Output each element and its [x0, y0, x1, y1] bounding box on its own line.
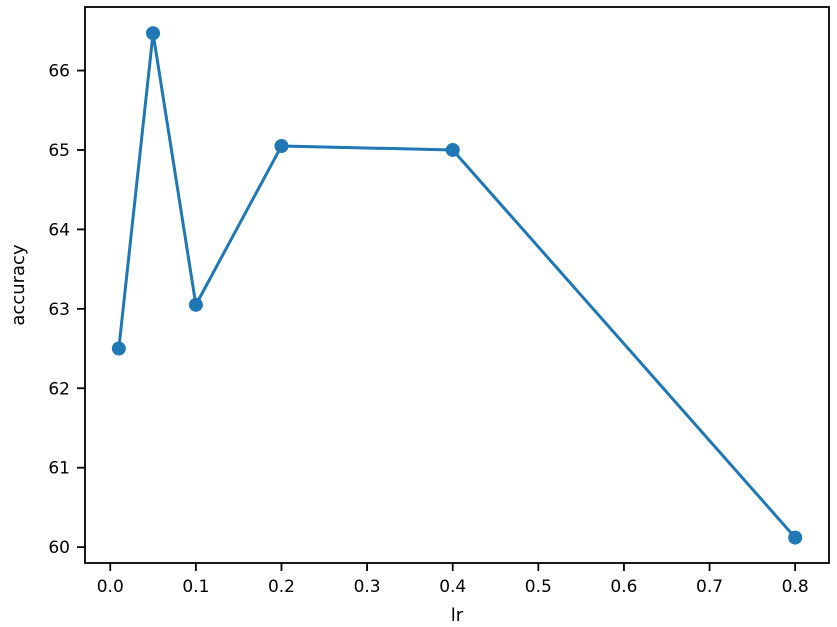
y-tick-label: 65 [48, 141, 70, 161]
x-tick-label: 0.8 [782, 577, 809, 597]
plot-border [84, 6, 830, 564]
x-tick-label: 0.0 [97, 577, 124, 597]
data-point [111, 341, 126, 356]
y-tick-label: 60 [48, 538, 70, 558]
data-point [274, 139, 289, 153]
data-point [146, 26, 161, 41]
y-tick-label: 66 [48, 62, 70, 82]
y-tick-label: 61 [48, 459, 70, 479]
x-tick-label: 0.2 [268, 577, 295, 597]
data-point [788, 530, 803, 545]
x-tick-label: 0.1 [182, 577, 209, 597]
x-axis-label: lr [451, 605, 464, 626]
y-axis-label: accuracy [8, 244, 29, 326]
data-point [188, 297, 203, 312]
x-tick-label: 0.3 [354, 577, 381, 597]
x-tick-label: 0.6 [610, 577, 637, 597]
data-point [445, 142, 460, 157]
x-tick-label: 0.7 [696, 577, 723, 597]
y-tick-label: 62 [48, 379, 70, 399]
x-tick-label: 0.4 [439, 577, 466, 597]
y-tick-label: 63 [48, 300, 70, 320]
data-line [117, 31, 797, 540]
x-tick-label: 0.5 [525, 577, 552, 597]
y-tick-label: 64 [48, 220, 70, 240]
